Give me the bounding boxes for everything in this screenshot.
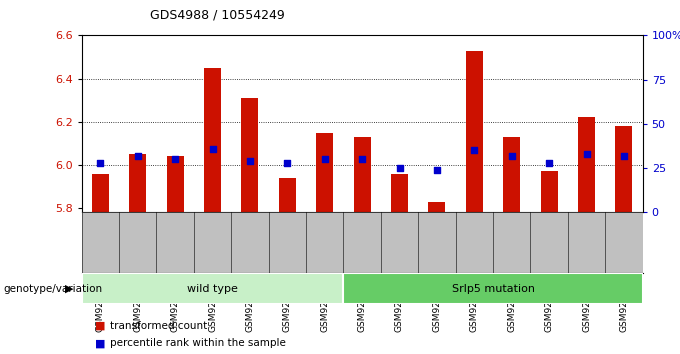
- Point: [282, 160, 292, 166]
- Bar: [129, 154, 146, 212]
- Text: transformed count: transformed count: [110, 321, 207, 331]
- Point: [581, 151, 592, 157]
- Bar: [279, 178, 296, 212]
- Bar: [343, 273, 643, 304]
- Bar: [503, 137, 520, 212]
- Point: [469, 148, 480, 153]
- Point: [95, 160, 106, 166]
- Text: genotype/variation: genotype/variation: [3, 284, 103, 293]
- Bar: [578, 118, 595, 212]
- Bar: [541, 171, 558, 212]
- Point: [132, 153, 143, 159]
- Point: [207, 146, 218, 152]
- Point: [356, 156, 367, 162]
- Point: [543, 160, 554, 166]
- Bar: [354, 137, 371, 212]
- Bar: [92, 173, 109, 212]
- Point: [244, 158, 255, 164]
- Text: percentile rank within the sample: percentile rank within the sample: [110, 338, 286, 348]
- Bar: [316, 132, 333, 212]
- Point: [431, 167, 442, 173]
- Text: ■: ■: [95, 321, 105, 331]
- Point: [394, 165, 405, 171]
- Bar: [615, 126, 632, 212]
- Text: GDS4988 / 10554249: GDS4988 / 10554249: [150, 8, 284, 21]
- Bar: [466, 51, 483, 212]
- Point: [320, 156, 330, 162]
- Bar: [391, 173, 408, 212]
- Bar: [241, 98, 258, 212]
- Bar: [428, 202, 445, 212]
- Bar: [82, 273, 343, 304]
- Text: ■: ■: [95, 338, 105, 348]
- Point: [170, 156, 181, 162]
- Bar: [167, 156, 184, 212]
- Point: [619, 153, 630, 159]
- Bar: [204, 68, 221, 212]
- Text: wild type: wild type: [187, 284, 238, 293]
- Point: [506, 153, 517, 159]
- Text: Srlp5 mutation: Srlp5 mutation: [452, 284, 534, 293]
- Text: ▶: ▶: [65, 284, 73, 293]
